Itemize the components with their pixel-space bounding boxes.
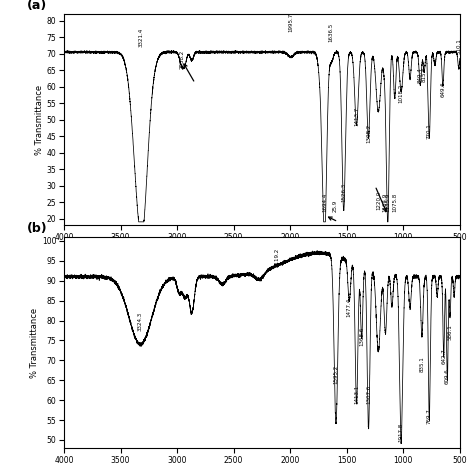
Text: 1164.9: 1164.9 <box>382 193 387 212</box>
Text: 1220.0: 1220.0 <box>376 191 381 210</box>
Text: 1477.4: 1477.4 <box>347 297 352 317</box>
Text: 1135.9: 1135.9 <box>385 193 391 212</box>
Text: 1075.8: 1075.8 <box>392 193 397 212</box>
Text: 642.7: 642.7 <box>441 348 446 365</box>
Text: 1694.4: 1694.4 <box>322 193 327 212</box>
Text: (b): (b) <box>27 222 47 235</box>
Text: 3321.4: 3321.4 <box>138 28 143 47</box>
Text: 1017.8: 1017.8 <box>399 423 404 442</box>
Text: 3324.3: 3324.3 <box>138 311 143 330</box>
X-axis label: Wavenumbers (cm-1): Wavenumbers (cm-1) <box>217 245 307 254</box>
Text: 769.7: 769.7 <box>427 408 432 424</box>
Text: 2119.2: 2119.2 <box>274 247 279 267</box>
Text: 510.1: 510.1 <box>456 38 461 54</box>
Text: 815.6: 815.6 <box>422 66 427 82</box>
Text: 849.4: 849.4 <box>418 68 423 83</box>
Text: 1995.7: 1995.7 <box>288 13 293 32</box>
Text: 1413.7: 1413.7 <box>354 107 359 126</box>
Text: 1368.6: 1368.6 <box>359 327 364 346</box>
Text: 586.1: 586.1 <box>447 325 453 340</box>
Text: 1307.6: 1307.6 <box>366 385 371 404</box>
Text: 649.6: 649.6 <box>440 81 446 97</box>
Text: 1018.2: 1018.2 <box>399 84 404 103</box>
Y-axis label: % Transmittance: % Transmittance <box>35 85 44 155</box>
Text: 1413.1: 1413.1 <box>354 385 359 404</box>
Text: (a): (a) <box>27 0 46 12</box>
Text: 1308.2: 1308.2 <box>366 124 371 143</box>
Y-axis label: % Transmittance: % Transmittance <box>30 308 39 377</box>
Text: 1526.3: 1526.3 <box>341 183 346 202</box>
Text: 1636.5: 1636.5 <box>328 23 334 42</box>
Text: 25.9: 25.9 <box>333 200 338 212</box>
Text: 770.1: 770.1 <box>427 124 432 139</box>
Text: 2958.2: 2958.2 <box>179 49 184 69</box>
Text: 1595.2: 1595.2 <box>333 365 338 384</box>
Text: 609.6: 609.6 <box>445 368 450 384</box>
Text: 835.1: 835.1 <box>419 356 424 372</box>
